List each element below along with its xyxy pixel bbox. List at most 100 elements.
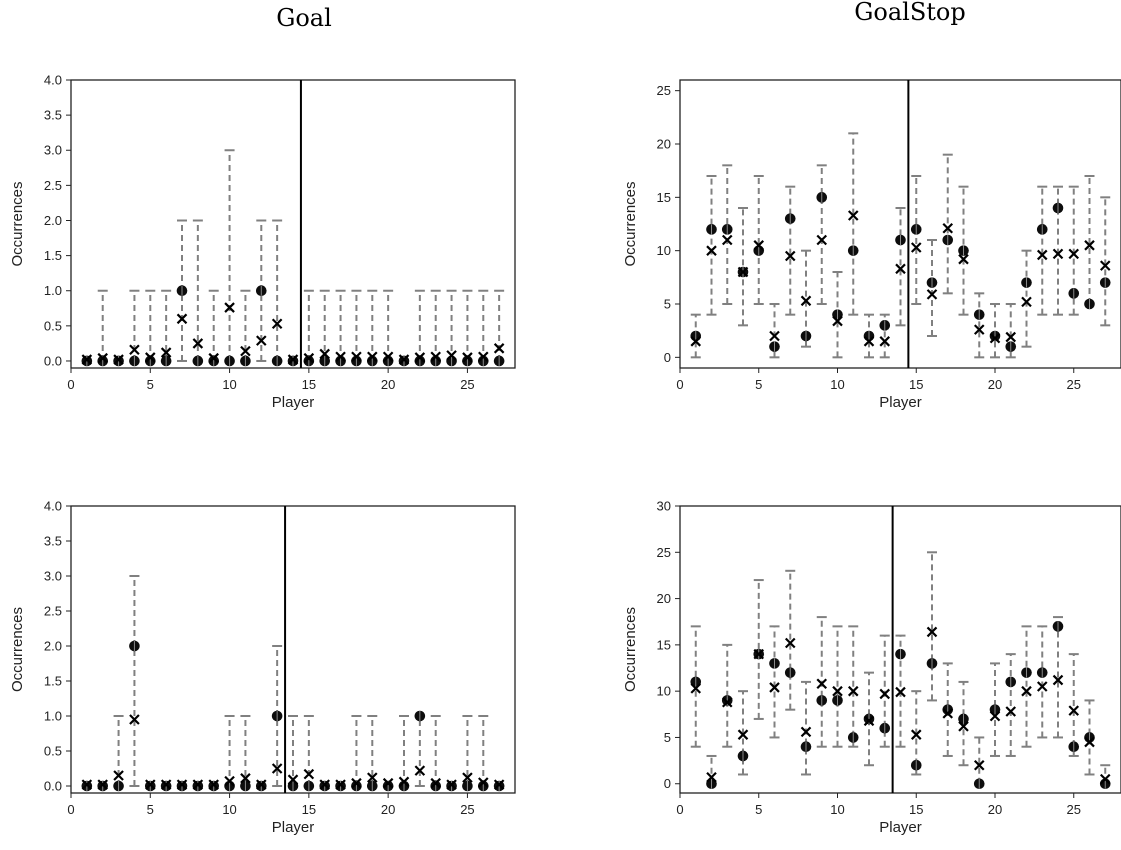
expected-point xyxy=(1099,773,1111,785)
expected-point xyxy=(335,779,346,790)
y-tick-label: 30 xyxy=(657,499,671,514)
y-tick-label: 25 xyxy=(657,545,671,560)
x-tick-label: 0 xyxy=(67,377,74,392)
expected-point xyxy=(800,295,812,307)
expected-point xyxy=(224,302,235,313)
expected-point xyxy=(721,234,733,246)
expected-point xyxy=(1099,260,1111,271)
expected-point xyxy=(176,779,188,790)
plot-frame xyxy=(679,79,1121,369)
x-tick-label: 15 xyxy=(909,802,923,817)
x-tick-label: 25 xyxy=(460,377,474,392)
expected-point xyxy=(129,344,140,356)
expected-point xyxy=(192,779,204,790)
expected-point xyxy=(895,686,906,698)
x-tick-label: 20 xyxy=(988,377,1002,392)
expected-point xyxy=(240,345,251,357)
expected-point xyxy=(926,626,938,638)
expected-point xyxy=(721,696,733,708)
x-tick-label: 5 xyxy=(147,802,154,817)
expected-point xyxy=(208,352,219,364)
expected-point xyxy=(753,648,765,660)
panel-goal-bottom: 0.0 0.5 1.0 1.5 2.0 2.5 3.0 3.5 4.0 0 5 10 15 20 25 Pla… xyxy=(9,499,516,836)
expected-point xyxy=(832,315,843,327)
x-tick-label: 20 xyxy=(381,802,395,817)
y-tick-label: 1.0 xyxy=(44,709,62,724)
expected-point xyxy=(863,715,875,727)
y-tick-label: 20 xyxy=(657,591,671,606)
y-tick-label: 4.0 xyxy=(44,73,62,88)
x-tick-label: 25 xyxy=(1067,802,1081,817)
expected-point xyxy=(192,338,204,349)
expected-point xyxy=(287,354,299,365)
expected-point xyxy=(462,352,473,363)
expected-point xyxy=(942,222,954,234)
expected-point xyxy=(769,682,780,693)
expected-point xyxy=(319,779,330,790)
y-tick-label: 15 xyxy=(657,637,671,652)
expected-point xyxy=(690,336,702,347)
expected-point xyxy=(176,313,188,325)
expected-point xyxy=(1021,296,1032,308)
y-tick-label: 25 xyxy=(657,83,671,98)
y-tick-label: 1.0 xyxy=(44,283,62,298)
plot-frame xyxy=(70,79,516,369)
expected-point xyxy=(784,250,796,262)
expected-point xyxy=(240,773,251,784)
y-tick-label: 0.5 xyxy=(44,744,62,759)
y-tick-label: 0.0 xyxy=(44,353,62,368)
expected-point xyxy=(816,678,828,690)
expected-point xyxy=(706,245,717,256)
expected-point xyxy=(319,348,330,360)
y-tick-label: 3.0 xyxy=(44,569,62,584)
expected-point xyxy=(1036,249,1048,261)
expected-point xyxy=(256,779,267,790)
panel-goalstop-top: 0 5 10 15 20 25 0 5 10 15 20 25 Player Occurrences xyxy=(622,79,1121,411)
expected-point xyxy=(1036,681,1048,692)
y-tick-label: 0.5 xyxy=(44,318,62,333)
x-tick-label: 25 xyxy=(460,802,474,817)
expected-point xyxy=(256,335,267,346)
expected-point xyxy=(879,336,891,347)
expected-point xyxy=(160,779,172,790)
expected-point xyxy=(303,768,315,780)
expected-point xyxy=(351,777,362,789)
x-tick-label: 0 xyxy=(676,377,683,392)
y-tick-label: 15 xyxy=(657,190,671,205)
x-axis-label: Player xyxy=(272,819,315,836)
expected-point xyxy=(208,779,219,790)
y-tick-label: 0 xyxy=(664,776,671,791)
expected-point xyxy=(989,710,1001,722)
expected-point xyxy=(367,351,378,363)
expected-point xyxy=(462,772,473,783)
expected-point xyxy=(816,234,828,246)
expected-point xyxy=(81,779,93,790)
expected-point xyxy=(879,688,891,700)
expected-point xyxy=(145,352,156,363)
title-goalstop: GoalStop xyxy=(854,0,966,26)
expected-point xyxy=(1084,736,1095,748)
y-tick-label: 10 xyxy=(657,684,671,699)
plot-frame xyxy=(70,505,516,794)
y-axis-label: Occurrences xyxy=(9,607,26,692)
x-tick-label: 5 xyxy=(755,802,762,817)
expected-point xyxy=(430,351,441,363)
x-tick-label: 20 xyxy=(381,377,395,392)
expected-point xyxy=(1084,240,1095,251)
y-axis-label: Occurrences xyxy=(622,607,639,692)
expected-point xyxy=(367,772,378,783)
expected-point xyxy=(832,685,843,697)
x-tick-label: 15 xyxy=(302,377,316,392)
y-axis-label: Occurrences xyxy=(9,181,26,266)
expected-point xyxy=(847,210,859,221)
expected-point xyxy=(478,777,489,788)
expected-point xyxy=(97,779,108,790)
expected-point xyxy=(160,347,172,358)
panel-goal-top: 0.0 0.5 1.0 1.5 2.0 2.5 3.0 3.5 4.0 0 5 10 15 20 25 Pla… xyxy=(9,73,516,411)
expected-point xyxy=(493,779,505,790)
expected-point xyxy=(382,351,394,363)
expected-point xyxy=(910,242,922,253)
expected-point xyxy=(145,779,156,790)
expected-point xyxy=(224,775,235,787)
title-goal: Goal xyxy=(276,4,332,32)
